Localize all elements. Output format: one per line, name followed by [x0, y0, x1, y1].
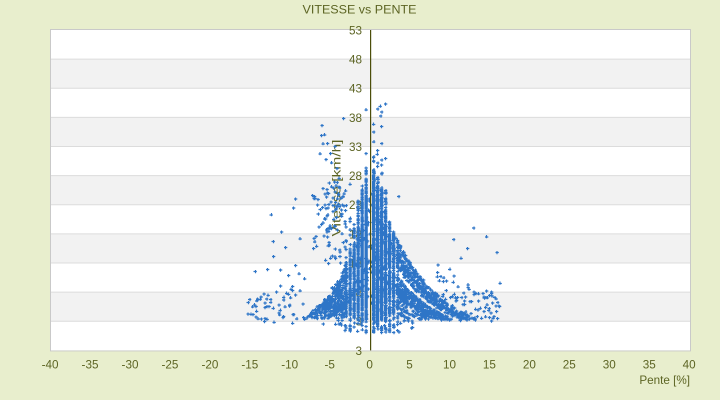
svg-text:5: 5: [406, 359, 413, 372]
svg-text:33: 33: [349, 141, 362, 154]
svg-text:28: 28: [349, 170, 362, 183]
svg-text:15: 15: [483, 359, 497, 372]
svg-text:40: 40: [683, 359, 697, 372]
svg-text:VITESSE vs PENTE: VITESSE vs PENTE: [303, 4, 417, 17]
svg-text:3: 3: [355, 345, 362, 358]
svg-text:48: 48: [349, 54, 362, 67]
svg-text:35: 35: [643, 359, 657, 372]
svg-text:-10: -10: [281, 359, 298, 372]
svg-text:53: 53: [349, 24, 362, 37]
svg-text:43: 43: [349, 83, 362, 96]
svg-text:-35: -35: [82, 359, 99, 372]
svg-text:-5: -5: [324, 359, 335, 372]
svg-text:Pente [%]: Pente [%]: [639, 374, 690, 387]
svg-text:-40: -40: [42, 359, 59, 372]
svg-text:10: 10: [443, 359, 457, 372]
svg-text:-25: -25: [161, 359, 178, 372]
svg-text:Vitesse [km/h]: Vitesse [km/h]: [330, 140, 343, 237]
svg-text:0: 0: [366, 359, 373, 372]
svg-text:-15: -15: [241, 359, 258, 372]
svg-text:-30: -30: [122, 359, 139, 372]
svg-text:38: 38: [349, 112, 362, 125]
svg-text:-20: -20: [201, 359, 218, 372]
svg-text:20: 20: [523, 359, 537, 372]
svg-text:25: 25: [563, 359, 577, 372]
svg-text:30: 30: [603, 359, 617, 372]
